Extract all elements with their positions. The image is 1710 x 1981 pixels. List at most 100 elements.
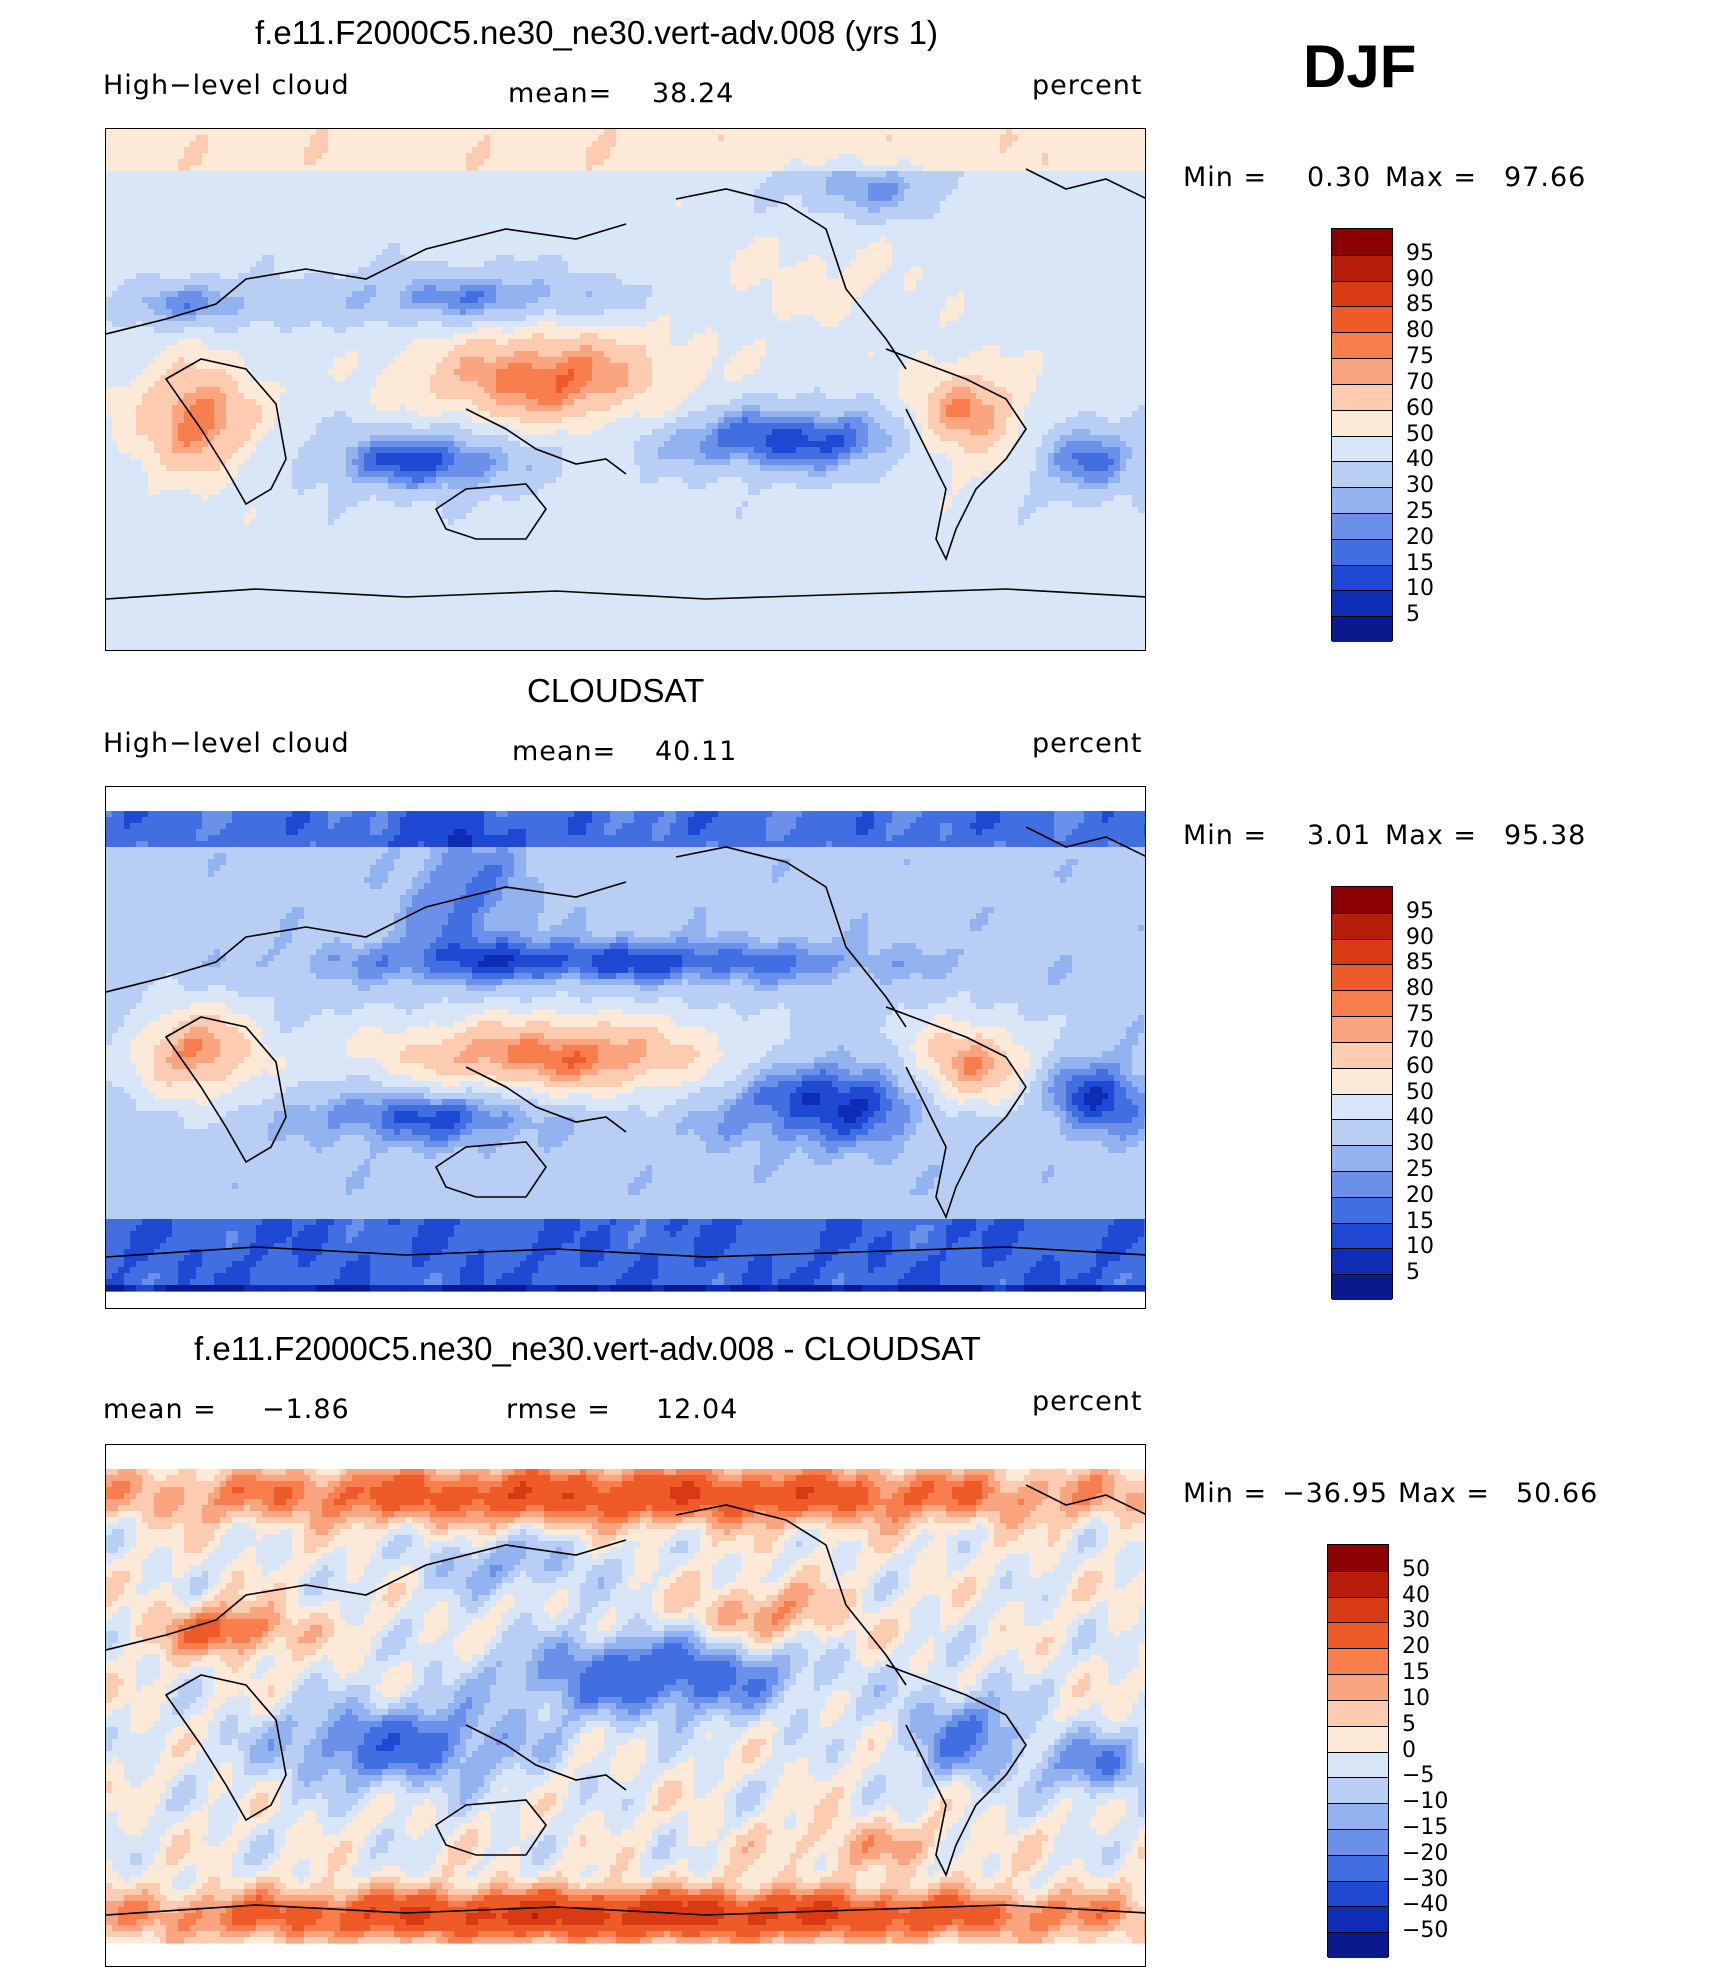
colorbar-tick-label: −5 [1402,1765,1434,1787]
contour-field [106,1469,1145,1944]
colorbar-tick-label: 70 [1406,371,1434,394]
colorbar-segment [1332,564,1392,591]
panel3-colorbar [1327,1544,1389,1958]
colorbar-segment [1328,1545,1388,1571]
colorbar-segment [1332,1248,1392,1275]
panel3-rmse-label: rmse = [506,1394,611,1425]
colorbar-tick-label: 60 [1406,397,1434,420]
colorbar-tick-label: 50 [1402,1558,1430,1581]
colorbar-tick-label: 85 [1406,952,1434,974]
colorbar-tick-label: 95 [1406,900,1434,923]
colorbar-segment [1332,1145,1392,1171]
panel3-title: f.e11.F2000C5.ne30_ne30.vert-adv.008 - C… [194,1330,981,1368]
colorbar-tick-label: 50 [1406,423,1434,446]
colorbar-tick-label: 30 [1406,475,1434,497]
panel3-mean-label: mean = [103,1394,217,1425]
colorbar-tick-label: −10 [1402,1791,1448,1813]
colorbar-segment [1332,912,1392,939]
colorbar-segment [1328,1699,1388,1726]
coastline [106,588,1145,600]
colorbar-tick-label: 80 [1406,978,1434,1000]
colorbar-tick-label: 40 [1402,1584,1430,1607]
colorbar-segment [1328,1880,1388,1907]
colorbar-segment [1328,1648,1388,1675]
panel3-max-label: Max = [1398,1478,1490,1509]
panel1-mean-label: mean= [508,78,612,109]
colorbar-tick-label: −20 [1402,1842,1448,1865]
colorbar-tick-label: 30 [1406,1133,1434,1155]
colorbar-tick-label: 50 [1406,1081,1434,1104]
colorbar-segment [1328,1751,1388,1778]
coastline [434,1141,547,1198]
colorbar-segment [1332,1222,1392,1249]
contour-field [106,129,1145,650]
panel3-mean-value: −1.86 [262,1394,350,1425]
coastline [434,483,547,540]
coastline [1025,1484,1145,1515]
panel2-max-value: 95.38 [1504,820,1586,851]
coastline [1025,826,1145,857]
panel2-mean-value: 40.11 [655,736,737,767]
panel2-min-label: Min = [1183,820,1267,851]
colorbar-segment [1328,1932,1388,1958]
colorbar-tick-label: 20 [1406,526,1434,549]
coastline [106,1904,1145,1916]
colorbar-segment [1332,590,1392,617]
panel2-map [105,786,1146,1309]
colorbar-tick-label: 80 [1406,320,1434,342]
colorbar-tick-label: 30 [1402,1610,1430,1632]
panel1-map [105,128,1146,651]
panel1-max-label: Max = [1385,162,1477,193]
panel1-colorbar [1331,228,1393,642]
colorbar-segment [1332,938,1392,965]
colorbar-segment [1332,435,1392,462]
coastline [1025,168,1145,199]
colorbar-segment [1332,461,1392,488]
colorbar-tick-label: 10 [1402,1687,1430,1710]
colorbar-segment [1332,306,1392,333]
colorbar-segment [1332,1041,1392,1068]
coastline [465,1066,627,1133]
panel2-min-value: 3.01 [1307,820,1371,851]
panel3-rmse-value: 12.04 [656,1394,738,1425]
panel3-max-value: 50.66 [1516,1478,1598,1509]
colorbar-segment [1332,990,1392,1017]
panel1-min-label: Min = [1183,162,1267,193]
colorbar-segment [1332,538,1392,565]
coastline [885,348,1027,562]
coastline [465,408,627,475]
colorbar-tick-label: 10 [1406,1236,1434,1258]
colorbar-segment [1332,1196,1392,1223]
colorbar-segment [1332,383,1392,410]
colorbar-tick-label: 20 [1406,1184,1434,1207]
colorbar-tick-label: 90 [1406,926,1434,949]
colorbar-tick-label: 0 [1402,1739,1416,1762]
colorbar-segment [1332,964,1392,991]
colorbar-segment [1332,1170,1392,1197]
colorbar-segment [1328,1570,1388,1597]
coastline [465,1724,627,1791]
colorbar-tick-label: −15 [1402,1816,1448,1839]
colorbar-tick-label: 25 [1406,500,1434,523]
colorbar-segment [1332,512,1392,539]
colorbar-tick-label: 40 [1406,1107,1434,1129]
colorbar-tick-label: −40 [1402,1894,1448,1916]
season-label: DJF [1303,32,1416,101]
panel1-mean-value: 38.24 [652,78,734,109]
colorbar-segment [1332,229,1392,255]
panel2-title: CLOUDSAT [527,672,704,710]
colorbar-tick-label: 5 [1406,604,1420,626]
panel3-map [105,1444,1146,1967]
panel1-title: f.e11.F2000C5.ne30_ne30.vert-adv.008 (yr… [255,14,938,52]
colorbar-segment [1332,616,1392,642]
colorbar-segment [1332,1067,1392,1094]
colorbar-segment [1332,254,1392,281]
colorbar-segment [1332,358,1392,384]
coastline [675,188,907,370]
colorbar-segment [1328,1596,1388,1623]
panel2-max-label: Max = [1385,820,1477,851]
coastline [885,1664,1027,1878]
coastline [106,1539,627,1651]
colorbar-segment [1332,1016,1392,1042]
panel1-min-value: 0.30 [1307,162,1371,193]
